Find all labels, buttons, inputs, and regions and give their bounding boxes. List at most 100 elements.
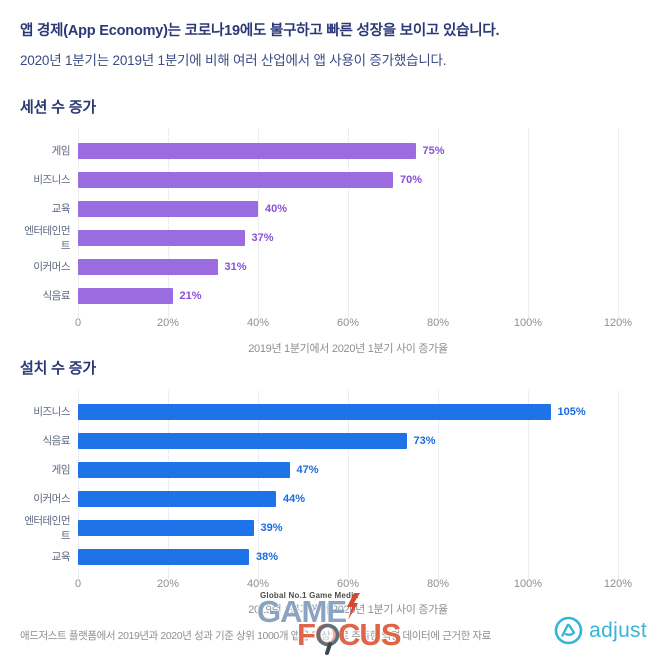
chart-row: 비즈니스 70% — [20, 165, 642, 194]
gridline — [618, 129, 619, 318]
source-note: 애드저스트 플랫폼에서 2019년과 2020년 성과 기준 상위 1000개 … — [20, 630, 491, 642]
gridline — [258, 390, 259, 579]
x-axis-label: 2019년 1분기에서 2020년 1분기 사이 증가율 — [248, 604, 448, 616]
bar — [78, 171, 393, 188]
chart-row: 엔터테인먼트 39% — [20, 513, 642, 542]
category-label: 게임 — [51, 145, 71, 157]
value-label: 38% — [256, 550, 279, 563]
bar-track: 47% — [78, 461, 618, 478]
gridline — [618, 390, 619, 579]
value-label: 105% — [557, 405, 586, 418]
gridline — [438, 390, 439, 579]
gridline — [528, 129, 529, 318]
axis-tick: 100% — [513, 578, 543, 590]
bar — [78, 200, 258, 217]
axis-tick: 40% — [246, 317, 270, 329]
gridlines — [78, 129, 619, 318]
axis-tick: 80% — [426, 578, 450, 590]
axis-tick: 100% — [513, 317, 543, 329]
bar-track: 31% — [78, 258, 618, 275]
gridline — [348, 390, 349, 579]
x-axis: 0 20% 40% 60% 80% 100% 120% — [74, 578, 632, 593]
session-growth-chart: 세션 수 증가 게임 75% 비즈니스 70% 교육 40% 엔터테인먼트 37% 이커머스 31… — [20, 96, 642, 356]
axis-tick: 80% — [426, 317, 450, 329]
chart-title: 설치 수 증가 — [20, 360, 96, 377]
bar-track: 37% — [78, 229, 618, 246]
bar — [78, 287, 173, 304]
bar-track: 40% — [78, 200, 618, 217]
category-label: 이커머스 — [33, 261, 70, 273]
gridlines — [78, 390, 619, 579]
value-label: 21% — [179, 289, 202, 302]
chart-row: 교육 40% — [20, 194, 642, 223]
value-label: 73% — [413, 434, 436, 447]
axis-tick: 60% — [336, 317, 360, 329]
chart-row: 식음료 73% — [20, 426, 642, 455]
bar-track: 39% — [78, 519, 618, 536]
bar-track: 73% — [78, 432, 618, 449]
bar — [78, 229, 245, 246]
axis-tick: 40% — [246, 578, 270, 590]
bar — [78, 142, 416, 159]
bar — [78, 432, 407, 449]
bar — [78, 461, 290, 478]
bar-track: 21% — [78, 287, 618, 304]
axis-tick: 120% — [603, 317, 633, 329]
axis-tick: 20% — [156, 317, 180, 329]
bar-track: 38% — [78, 548, 618, 565]
gridline — [78, 390, 79, 579]
x-axis-label: 2019년 1분기에서 2020년 1분기 사이 증가율 — [248, 343, 448, 355]
chart-row: 엔터테인먼트 37% — [20, 223, 642, 252]
category-label: 식음료 — [42, 290, 71, 302]
bar-track: 70% — [78, 171, 618, 188]
value-label: 37% — [251, 231, 274, 244]
gridline — [528, 390, 529, 579]
bar — [78, 519, 254, 536]
category-label: 식음료 — [42, 435, 71, 447]
value-label: 31% — [224, 260, 247, 273]
value-label: 44% — [283, 492, 306, 505]
gridline — [78, 129, 79, 318]
gridline — [258, 129, 259, 318]
category-label: 이커머스 — [33, 493, 70, 505]
value-label: 39% — [260, 521, 283, 534]
gridline — [438, 129, 439, 318]
axis-tick: 20% — [156, 578, 180, 590]
bar-track: 44% — [78, 490, 618, 507]
chart-row: 이커머스 44% — [20, 484, 642, 513]
category-label: 비즈니스 — [33, 174, 70, 186]
bar — [78, 258, 218, 275]
install-growth-chart: 설치 수 증가 비즈니스 105% 식음료 73% 게임 47% 이커머스 44% 엔터테인먼트… — [20, 357, 642, 617]
bar — [78, 490, 276, 507]
axis-tick: 60% — [336, 578, 360, 590]
category-label: 게임 — [51, 464, 71, 476]
chart-row: 식음료 21% — [20, 281, 642, 310]
category-label: 엔터테인먼트 — [24, 514, 70, 542]
adjust-wordmark: adjust — [589, 618, 647, 642]
value-label: 40% — [264, 202, 288, 215]
category-label: 교육 — [51, 551, 71, 563]
subheadline: 2020년 1분기는 2019년 1분기에 비해 여러 산업에서 앱 사용이 증… — [20, 53, 447, 68]
gridline — [168, 390, 169, 579]
gridline — [348, 129, 349, 318]
bar — [78, 403, 551, 420]
category-label: 교육 — [51, 203, 71, 215]
plot-area: 비즈니스 105% 식음료 73% 게임 47% 이커머스 44% 엔터테인먼트 39% 교육 38% — [20, 390, 642, 579]
adjust-icon — [554, 616, 583, 645]
axis-tick: 0 — [74, 578, 82, 590]
chart-row: 교육 38% — [20, 542, 642, 571]
headline: 앱 경제(App Economy)는 코로나19에도 불구하고 빠른 성장을 보… — [20, 23, 500, 39]
bar-track: 105% — [78, 403, 618, 420]
axis-tick: 0 — [74, 317, 82, 329]
chart-row: 이커머스 31% — [20, 252, 642, 281]
chart-row: 게임 75% — [20, 136, 642, 165]
x-axis: 0 20% 40% 60% 80% 100% 120% — [74, 317, 632, 332]
chart-row: 비즈니스 105% — [20, 397, 642, 426]
adjust-logo: adjust — [554, 616, 647, 645]
gridline — [168, 129, 169, 318]
header: 앱 경제(App Economy)는 코로나19에도 불구하고 빠른 성장을 보… — [20, 19, 500, 69]
axis-tick: 120% — [603, 578, 633, 590]
bar-track: 75% — [78, 142, 618, 159]
value-label: 75% — [422, 144, 445, 157]
